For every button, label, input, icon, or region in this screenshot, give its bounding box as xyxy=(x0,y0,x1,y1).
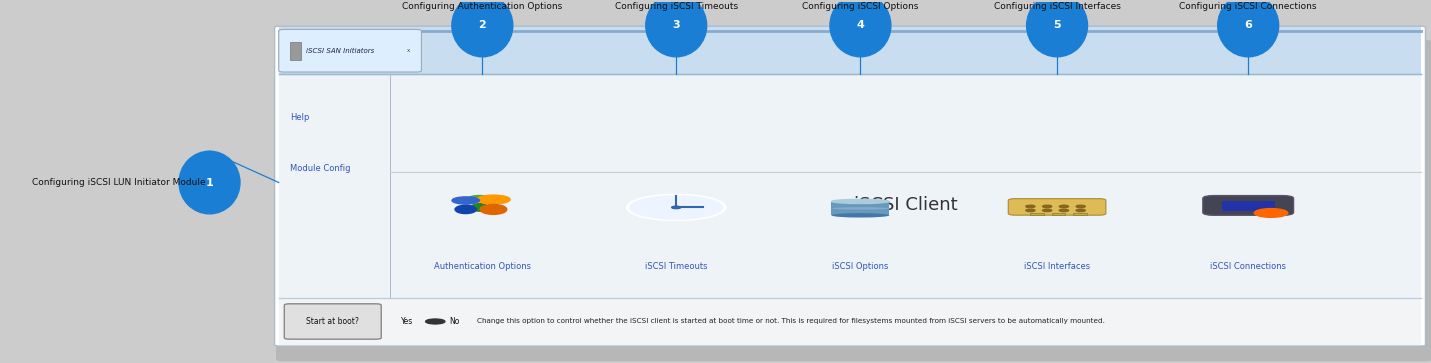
Ellipse shape xyxy=(1026,0,1088,57)
FancyBboxPatch shape xyxy=(831,201,889,215)
Ellipse shape xyxy=(452,0,512,57)
Ellipse shape xyxy=(831,199,889,204)
Text: 2: 2 xyxy=(478,20,487,30)
FancyBboxPatch shape xyxy=(1030,213,1045,215)
Circle shape xyxy=(477,195,511,204)
Text: iSCSI Connections: iSCSI Connections xyxy=(1211,262,1286,271)
Ellipse shape xyxy=(831,213,889,217)
Text: Configuring iSCSI Connections: Configuring iSCSI Connections xyxy=(1179,2,1317,11)
Circle shape xyxy=(425,319,445,324)
Ellipse shape xyxy=(455,205,477,213)
Circle shape xyxy=(630,195,724,220)
Ellipse shape xyxy=(830,0,892,57)
Circle shape xyxy=(1043,209,1052,212)
Text: Module Config: Module Config xyxy=(290,164,351,172)
Text: 5: 5 xyxy=(1053,20,1060,30)
FancyBboxPatch shape xyxy=(276,40,1431,361)
FancyBboxPatch shape xyxy=(290,42,301,60)
Text: Authentication Options: Authentication Options xyxy=(434,262,531,271)
Text: Help: Help xyxy=(290,113,309,122)
FancyBboxPatch shape xyxy=(1203,196,1294,215)
Circle shape xyxy=(1255,209,1288,217)
Text: Change this option to control whether the iSCSI client is started at boot time o: Change this option to control whether th… xyxy=(477,318,1105,325)
Circle shape xyxy=(1026,205,1035,208)
FancyBboxPatch shape xyxy=(279,29,421,72)
Ellipse shape xyxy=(179,151,240,214)
Circle shape xyxy=(671,206,681,209)
Text: 6: 6 xyxy=(1244,20,1252,30)
FancyBboxPatch shape xyxy=(1052,213,1066,215)
Text: x: x xyxy=(406,48,411,53)
Ellipse shape xyxy=(831,207,889,209)
Ellipse shape xyxy=(645,0,707,57)
Circle shape xyxy=(1076,209,1085,212)
Text: iSCSI Options: iSCSI Options xyxy=(833,262,889,271)
Text: iSCSI Timeouts: iSCSI Timeouts xyxy=(645,262,707,271)
Text: iSCSI Client: iSCSI Client xyxy=(854,196,957,214)
Text: Yes: Yes xyxy=(401,317,414,326)
FancyBboxPatch shape xyxy=(1009,199,1106,215)
FancyBboxPatch shape xyxy=(279,27,1421,74)
Text: Configuring Authentication Options: Configuring Authentication Options xyxy=(402,2,562,11)
FancyBboxPatch shape xyxy=(279,298,1421,345)
FancyBboxPatch shape xyxy=(275,26,1425,346)
Text: No: No xyxy=(449,317,459,326)
Text: iSCSI Interfaces: iSCSI Interfaces xyxy=(1025,262,1090,271)
Circle shape xyxy=(1059,209,1069,212)
Circle shape xyxy=(452,197,479,204)
Text: Configuring iSCSI Interfaces: Configuring iSCSI Interfaces xyxy=(993,2,1120,11)
FancyBboxPatch shape xyxy=(279,74,1421,298)
Text: Configuring iSCSI Options: Configuring iSCSI Options xyxy=(803,2,919,11)
Text: iSCSI SAN Initiators: iSCSI SAN Initiators xyxy=(306,48,375,54)
Text: 1: 1 xyxy=(206,178,213,188)
Circle shape xyxy=(1026,209,1035,212)
Ellipse shape xyxy=(479,204,507,215)
Ellipse shape xyxy=(471,204,488,211)
Circle shape xyxy=(1059,205,1069,208)
FancyBboxPatch shape xyxy=(1222,201,1275,211)
Text: 3: 3 xyxy=(673,20,680,30)
FancyBboxPatch shape xyxy=(285,304,381,339)
Text: Start at boot?: Start at boot? xyxy=(306,317,359,326)
Text: Configuring iSCSI LUN Initiator Module: Configuring iSCSI LUN Initiator Module xyxy=(31,178,206,187)
Ellipse shape xyxy=(1218,0,1279,57)
Circle shape xyxy=(627,195,726,220)
Text: Configuring iSCSI Timeouts: Configuring iSCSI Timeouts xyxy=(615,2,738,11)
FancyBboxPatch shape xyxy=(1073,213,1086,215)
Circle shape xyxy=(468,196,491,201)
Circle shape xyxy=(1043,205,1052,208)
Circle shape xyxy=(1076,205,1085,208)
Text: 4: 4 xyxy=(857,20,864,30)
